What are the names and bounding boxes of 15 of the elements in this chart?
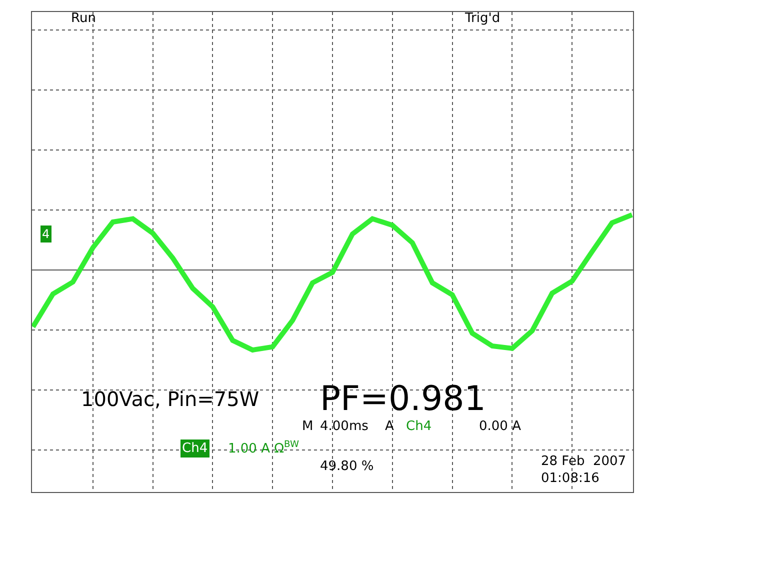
text: PF=0.981 xyxy=(320,379,486,419)
text: Ch4 xyxy=(406,419,432,434)
text: 49.80 % xyxy=(320,459,374,474)
text: Trig'd xyxy=(464,11,500,26)
text: 28 Feb 2007 xyxy=(541,454,626,469)
text: 4.00ms xyxy=(320,419,369,434)
text: 0.00 A xyxy=(479,419,522,434)
text: 100Vac, Pin=75W xyxy=(81,387,260,411)
text: M xyxy=(302,419,314,434)
annotation: 4 xyxy=(42,227,50,241)
text: Ch4 xyxy=(182,441,208,456)
text: 01:08:16 xyxy=(541,471,600,486)
text: A xyxy=(385,419,394,434)
text: 1.00 A Ω$^{BW}$ xyxy=(228,440,299,456)
text: Run xyxy=(71,11,96,26)
